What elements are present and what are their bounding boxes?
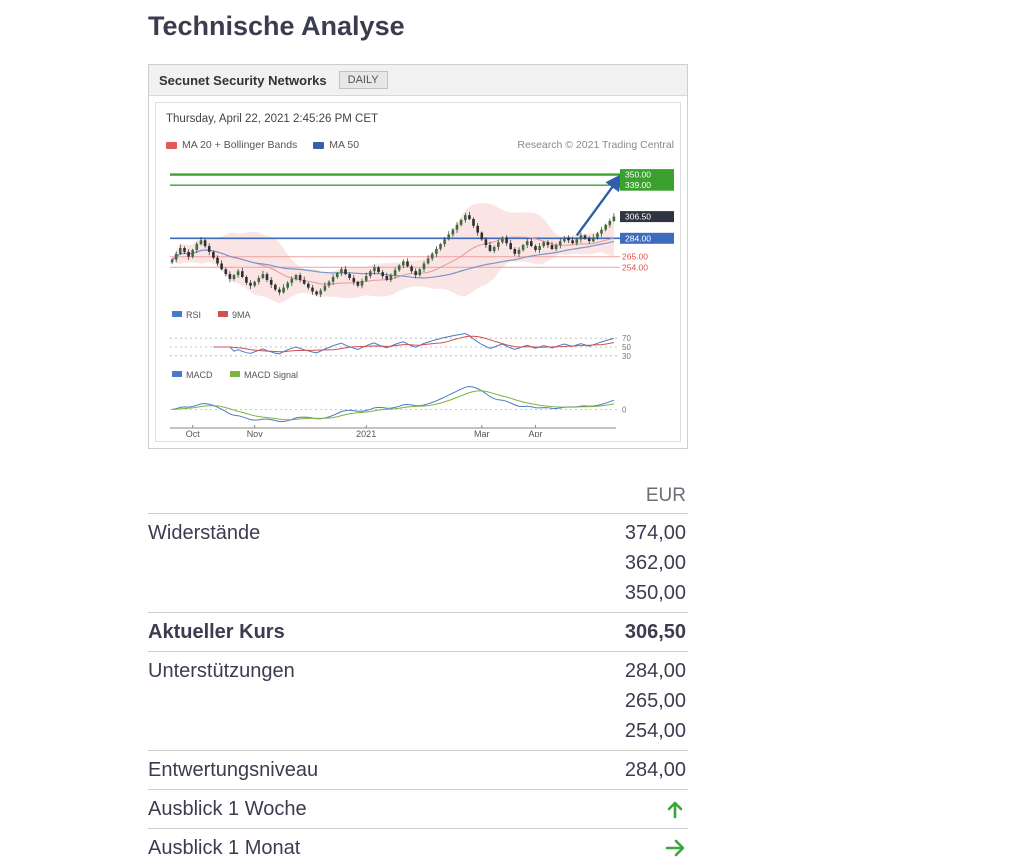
row-value: 254,00 (624, 720, 686, 742)
legend-ma20: MA 20 + Bollinger Bands (166, 139, 297, 151)
row-values (664, 798, 688, 820)
table-row: Aktueller Kurs 306,50 (148, 612, 688, 651)
legend-ma50: MA 50 (313, 139, 359, 151)
svg-text:339.00: 339.00 (625, 180, 651, 190)
table-row: Ausblick 1 Woche (148, 789, 688, 828)
content-column: Technische Analyse Secunet Security Netw… (148, 11, 688, 867)
chart-body: Thursday, April 22, 2021 2:45:26 PM CET … (149, 96, 687, 448)
ma50-swatch-icon (313, 141, 325, 149)
chart-card: Secunet Security Networks DAILY Thursday… (148, 64, 688, 449)
svg-text:350.00: 350.00 (625, 170, 651, 180)
row-value: 350,00 (624, 582, 686, 604)
svg-text:70: 70 (622, 334, 631, 343)
chart-legend: MA 20 + Bollinger Bands MA 50 Research ©… (166, 139, 674, 151)
svg-text:MACD: MACD (186, 370, 213, 380)
row-label: Widerstände (148, 522, 261, 544)
row-value: 374,00 (624, 522, 686, 544)
price-chart: 350.00 339.00 306.50 284.00 265.00 254.00 RSI 9… (164, 159, 676, 437)
ma20-swatch-icon (166, 141, 177, 149)
chart-timestamp: Thursday, April 22, 2021 2:45:26 PM CET (166, 113, 379, 125)
row-label: Ausblick 1 Woche (148, 798, 307, 820)
row-label: Unterstützungen (148, 660, 295, 682)
row-values: 284,00 (625, 755, 688, 785)
svg-text:2021: 2021 (356, 429, 376, 437)
row-value: 284,00 (624, 660, 686, 682)
table-row: Ausblick 1 Monat (148, 828, 688, 867)
svg-text:254.00: 254.00 (622, 262, 648, 272)
row-values: 374,00 362,00 350,00 (625, 518, 688, 608)
svg-text:9MA: 9MA (232, 310, 251, 320)
svg-text:30: 30 (622, 352, 631, 361)
row-label: Entwertungsniveau (148, 759, 319, 781)
svg-text:RSI: RSI (186, 310, 201, 320)
currency-header: EUR (645, 485, 686, 506)
page-title: Technische Analyse (148, 11, 405, 41)
row-values (664, 837, 688, 859)
row-value: 265,00 (624, 690, 686, 712)
instrument-name: Secunet Security Networks (159, 72, 327, 88)
svg-text:306.50: 306.50 (625, 212, 651, 222)
row-label: Aktueller Kurs (148, 621, 285, 643)
svg-text:Apr: Apr (528, 429, 542, 437)
row-value: 306,50 (624, 621, 686, 643)
chart-header: Secunet Security Networks DAILY (149, 65, 687, 96)
row-values: 306,50 (625, 617, 688, 647)
svg-text:Mar: Mar (474, 429, 490, 437)
svg-text:0: 0 (622, 405, 627, 414)
chart-inner: Thursday, April 22, 2021 2:45:26 PM CET … (155, 102, 681, 442)
svg-text:50: 50 (622, 343, 631, 352)
legend-ma50-label: MA 50 (329, 139, 360, 151)
svg-text:Nov: Nov (247, 429, 264, 437)
analysis-table: EUR Widerstände 374,00 362,00 350,00 Aktuell… (148, 485, 688, 867)
svg-text:MACD Signal: MACD Signal (244, 370, 298, 380)
svg-text:265.00: 265.00 (622, 252, 648, 262)
svg-text:284.00: 284.00 (625, 233, 651, 243)
row-values: 284,00 265,00 254,00 (625, 656, 688, 746)
row-label: Ausblick 1 Monat (148, 837, 301, 859)
arrow-right-icon (664, 837, 688, 859)
arrow-up-icon (664, 798, 688, 820)
svg-text:Oct: Oct (186, 429, 201, 437)
research-credit: Research © 2021 Trading Central (517, 139, 674, 151)
legend-ma20-label: MA 20 + Bollinger Bands (182, 139, 298, 151)
row-value: 362,00 (624, 552, 686, 574)
table-row: Entwertungsniveau 284,00 (148, 750, 688, 789)
table-row: Widerstände 374,00 362,00 350,00 (148, 513, 688, 612)
row-value: 284,00 (624, 759, 686, 781)
interval-badge[interactable]: DAILY (338, 71, 388, 89)
table-row: Unterstützungen 284,00 265,00 254,00 (148, 651, 688, 750)
